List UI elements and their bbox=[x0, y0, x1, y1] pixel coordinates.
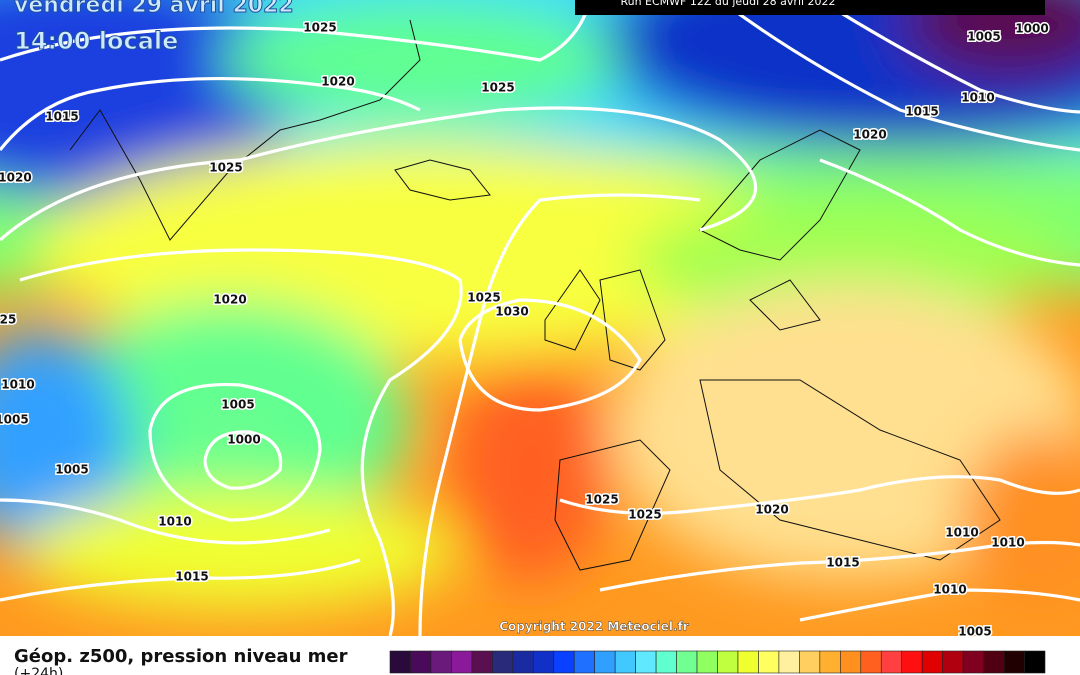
colorbar bbox=[389, 650, 1046, 674]
colorbar-swatch bbox=[1024, 650, 1046, 674]
isobar-label: 1015 bbox=[45, 110, 78, 124]
colorbar-swatch bbox=[880, 650, 903, 674]
isobar bbox=[0, 77, 421, 151]
isobar-label: 1010 bbox=[945, 526, 978, 540]
map-time: 14:00 locale bbox=[14, 27, 178, 55]
colorbar-swatch bbox=[840, 650, 862, 674]
isobar bbox=[0, 106, 758, 242]
isobar bbox=[0, 558, 361, 602]
isobar-label: 25 bbox=[0, 313, 16, 327]
isobar-label: 1025 bbox=[467, 291, 500, 305]
isobar-label: 1005 bbox=[0, 413, 29, 427]
colorbar-swatch bbox=[389, 650, 411, 674]
isobar-label: 1020 bbox=[213, 293, 246, 307]
colorbar-swatch bbox=[717, 650, 739, 674]
isobar-label: 1010 bbox=[961, 91, 994, 105]
isobar-label: 1000 bbox=[227, 433, 260, 447]
isobar bbox=[799, 588, 1080, 622]
colorbar-swatch bbox=[819, 650, 841, 674]
isobar-label: 1025 bbox=[585, 493, 618, 507]
isobar bbox=[0, 0, 592, 62]
colorbar-swatch bbox=[471, 650, 493, 674]
isobar-label: 1005 bbox=[55, 463, 88, 477]
field bbox=[0, 0, 1080, 636]
isobar-label: 1010 bbox=[991, 536, 1024, 550]
isobar-label: 1020 bbox=[755, 503, 788, 517]
isobar-label: 1015 bbox=[175, 570, 208, 584]
legend-subtitle: (+24h) bbox=[14, 666, 63, 675]
isobar-label: 1020 bbox=[0, 171, 32, 185]
colorbar-swatch bbox=[635, 650, 657, 674]
colorbar-swatch bbox=[921, 650, 943, 674]
isobar bbox=[599, 540, 1080, 592]
coastline bbox=[69, 19, 1001, 571]
colorbar-swatch bbox=[758, 650, 780, 674]
colorbar-swatch bbox=[696, 650, 718, 674]
colorbar-swatch bbox=[594, 650, 616, 674]
colorbar-swatch bbox=[655, 650, 677, 674]
colorbar-swatch bbox=[942, 650, 964, 674]
isobar bbox=[418, 193, 701, 636]
isobar-label: 1010 bbox=[1, 378, 34, 392]
colorbar-swatch bbox=[410, 650, 432, 674]
colorbar-swatch bbox=[573, 650, 595, 674]
isobar-label: 1020 bbox=[853, 128, 886, 142]
colorbar-swatch bbox=[901, 650, 923, 674]
isobar bbox=[148, 382, 322, 522]
colorbar-swatch bbox=[451, 650, 473, 674]
isobar bbox=[719, 0, 1080, 152]
colorbar-swatch bbox=[799, 650, 821, 674]
colorbar-swatch bbox=[983, 650, 1005, 674]
colorbar-swatch bbox=[860, 650, 882, 674]
map-date: vendredi 29 avril 2022 bbox=[14, 0, 294, 18]
isobar bbox=[0, 498, 331, 545]
colorbar-swatch bbox=[778, 650, 800, 674]
isobar-label: 1025 bbox=[481, 81, 514, 95]
isobar-label: 1010 bbox=[158, 515, 191, 529]
run-info: Run ECMWF 12Z du jeudi 28 avril 2022 bbox=[620, 0, 835, 8]
isobar-label: 1030 bbox=[495, 305, 528, 319]
isobar bbox=[203, 430, 283, 490]
colorbar-swatch bbox=[532, 650, 555, 674]
isobar-label: 1010 bbox=[933, 583, 966, 597]
legend-title: Géop. z500, pression niveau mer bbox=[14, 646, 348, 667]
isobar-label: 1025 bbox=[209, 161, 242, 175]
isobar bbox=[559, 475, 1080, 515]
isobar bbox=[819, 158, 1080, 267]
isobar-label: 1025 bbox=[303, 21, 336, 35]
isobar bbox=[458, 298, 642, 412]
isobar-label: 1005 bbox=[221, 398, 254, 412]
isobar-label: 1005 bbox=[967, 30, 1000, 44]
isobar bbox=[819, 0, 1080, 114]
colorbar-swatch bbox=[430, 650, 452, 674]
colorbar-swatch bbox=[512, 650, 534, 674]
colorbar-swatch bbox=[676, 650, 698, 674]
colorbar-swatch bbox=[1003, 650, 1025, 674]
colorbar-swatch bbox=[553, 650, 575, 674]
colorbar-swatch bbox=[614, 650, 636, 674]
copyright: Copyright 2022 Meteociel.fr bbox=[499, 620, 689, 634]
isobar-label: 1015 bbox=[826, 556, 859, 570]
isobar-label: 1025 bbox=[628, 508, 661, 522]
isobar bbox=[19, 248, 463, 636]
isobar-label: 1005 bbox=[958, 625, 991, 639]
colorbar-swatch bbox=[737, 650, 759, 674]
isobar-label: 1020 bbox=[321, 75, 354, 89]
isobar-label: 1015 bbox=[905, 105, 938, 119]
run-banner bbox=[575, 0, 1045, 15]
colorbar-swatch bbox=[492, 650, 514, 674]
colorbar-swatch bbox=[962, 650, 984, 674]
isobar-label: 1000 bbox=[1015, 22, 1048, 36]
